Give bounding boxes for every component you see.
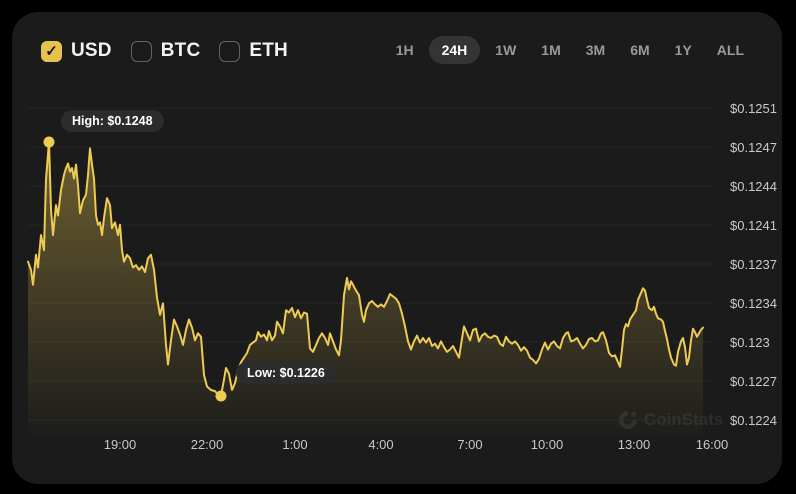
high-tooltip-text: High: $0.1248 [72, 114, 153, 128]
low-tooltip: Low: $0.1226 [236, 362, 336, 384]
y-axis-label: $0.1247 [730, 140, 777, 155]
eth-label: ETH [249, 40, 288, 61]
range-button-1h[interactable]: 1H [386, 36, 424, 64]
range-button-1w[interactable]: 1W [485, 36, 526, 64]
range-button-6m[interactable]: 6M [620, 36, 659, 64]
currency-option-btc[interactable]: BTC [130, 40, 201, 62]
usd-label: USD [71, 40, 112, 61]
x-axis-label: 19:00 [103, 437, 137, 452]
range-button-all[interactable]: ALL [707, 36, 754, 64]
range-button-3m[interactable]: 3M [576, 36, 615, 64]
range-selector: 1H 24H 1W 1M 3M 6M 1Y ALL [386, 36, 754, 64]
x-axis-label: 16:00 [695, 437, 729, 452]
y-axis-label: $0.1241 [730, 218, 777, 233]
x-axis-label: 7:00 [457, 437, 483, 452]
y-axis-label: $0.1227 [730, 374, 777, 389]
range-button-1m[interactable]: 1M [531, 36, 570, 64]
currency-toggles: ✓ USD BTC ETH [41, 40, 288, 62]
x-axis-label: 13:00 [617, 437, 651, 452]
usd-checkbox[interactable]: ✓ [41, 40, 62, 62]
btc-checkbox[interactable] [130, 40, 152, 62]
range-button-24h[interactable]: 24H [428, 36, 481, 64]
y-axis-label: $0.1251 [730, 101, 777, 116]
checkmark-icon: ✓ [45, 42, 58, 60]
currency-option-usd[interactable]: ✓ USD [41, 40, 112, 62]
x-axis-label: 1:00 [282, 437, 308, 452]
y-axis-label: $0.123 [730, 335, 770, 350]
x-axis-label: 10:00 [530, 437, 564, 452]
price-line[interactable] [27, 140, 704, 397]
y-axis-label: $0.1224 [730, 413, 777, 428]
currency-option-eth[interactable]: ETH [219, 40, 288, 62]
btc-label: BTC [160, 40, 201, 61]
low-point-marker [215, 390, 227, 402]
x-axis-label: 4:00 [368, 437, 394, 452]
low-tooltip-text: Low: $0.1226 [247, 366, 325, 380]
y-axis-label: $0.1237 [730, 257, 777, 272]
eth-checkbox[interactable] [219, 40, 241, 62]
y-axis-label: $0.1234 [730, 296, 777, 311]
high-tooltip: High: $0.1248 [61, 110, 164, 132]
y-axis-label: $0.1244 [730, 179, 777, 194]
range-button-1y[interactable]: 1Y [665, 36, 702, 64]
x-axis-label: 22:00 [190, 437, 224, 452]
high-point-marker [43, 136, 55, 148]
